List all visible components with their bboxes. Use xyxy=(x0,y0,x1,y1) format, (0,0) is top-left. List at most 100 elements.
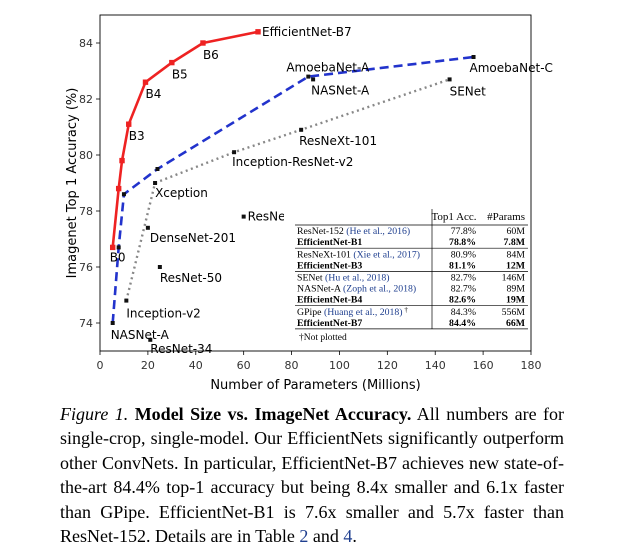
table-model: ResNet-152 (He et al., 2016) xyxy=(297,226,410,237)
comparison-table: Top1 Acc. #Params ResNet-152 (He et al., 2… xyxy=(284,208,530,348)
x-tick-label: 180 xyxy=(521,359,542,372)
efficientnet-point xyxy=(126,121,132,127)
model-point xyxy=(124,298,129,303)
model-point xyxy=(471,55,476,59)
caption-label: Figure 1. xyxy=(60,404,129,424)
model-point xyxy=(241,214,246,219)
table-ref-4[interactable]: 4 xyxy=(343,526,353,547)
efficientnet-point xyxy=(109,244,116,251)
table-acc: 82.6% xyxy=(449,295,476,306)
table-params: 66M xyxy=(506,318,525,329)
table-params: 146M xyxy=(502,273,526,284)
point-label: B6 xyxy=(203,48,219,62)
point-label: ResNet-34 xyxy=(150,342,212,356)
x-tick-label: 160 xyxy=(473,359,494,372)
table-acc: 80.9% xyxy=(451,249,476,260)
model-point xyxy=(110,321,115,325)
model-point xyxy=(311,77,316,82)
efficientnet-point xyxy=(255,29,261,35)
point-label: B4 xyxy=(145,87,161,101)
table-model: NASNet-A (Zoph et al., 2018) xyxy=(297,284,416,295)
model-point xyxy=(299,127,304,132)
plot-frame xyxy=(99,14,532,352)
y-tick-label: 78 xyxy=(79,205,93,218)
model-point xyxy=(121,192,126,197)
table-acc: 84.4% xyxy=(449,318,476,329)
efficientnet-point xyxy=(200,40,206,46)
model-point xyxy=(155,167,160,171)
table-bg xyxy=(284,208,530,348)
point-label: Xception xyxy=(155,186,208,200)
table-acc: 77.8% xyxy=(451,226,476,237)
table-params: 89M xyxy=(506,284,525,295)
series-layer xyxy=(109,29,476,342)
table-params: 556M xyxy=(502,307,526,318)
table-model: EfficientNet-B7 xyxy=(297,318,362,329)
point-label: NASNet-A xyxy=(311,83,370,97)
point-label: DenseNet-201 xyxy=(150,231,236,245)
model-point xyxy=(447,77,452,82)
point-label: Inception-v2 xyxy=(126,307,200,321)
axes: 0 20 40 60 80 100 120 140 160 180 74 76 78 80 82 84 Numb… xyxy=(65,14,542,393)
table-params: 84M xyxy=(506,249,525,260)
table-acc: 84.3% xyxy=(451,307,476,318)
table-model: ResNeXt-101 (Xie et al., 2017) xyxy=(297,249,420,260)
table-footnote: †Not plotted xyxy=(299,333,347,343)
table-model: GPipe (Huang et al., 2018) † xyxy=(297,306,408,318)
model-point xyxy=(306,74,311,79)
x-tick-label: 100 xyxy=(329,359,350,372)
table-model: EfficientNet-B3 xyxy=(297,260,362,271)
x-tick-label: 60 xyxy=(237,359,251,372)
y-tick-label: 74 xyxy=(79,317,93,330)
series-line-nas-based xyxy=(111,55,474,324)
table-acc: 81.1% xyxy=(449,260,476,271)
point-label: AmoebaNet-C xyxy=(470,61,553,75)
y-tick-label: 84 xyxy=(79,37,93,50)
y-axis-label: Imagenet Top 1 Accuracy (%) xyxy=(65,88,80,279)
point-labels: B0 B3 B4 B5 B6 EfficientNet-B7 NASNet-A AmoebaN… xyxy=(110,25,553,356)
efficientnet-point xyxy=(142,79,149,85)
figure-caption: Figure 1. Model Size vs. ImageNet Accura… xyxy=(60,402,564,548)
model-point xyxy=(148,337,153,342)
caption-title: Model Size vs. ImageNet Accuracy. xyxy=(134,404,412,424)
efficientnet-accuracy-chart: 0 20 40 60 80 100 120 140 160 180 74 76 78 80 82 84 Numb… xyxy=(65,14,553,393)
point-label: B5 xyxy=(172,68,188,82)
caption-conj: and xyxy=(312,526,339,547)
table-acc: 78.8% xyxy=(449,237,476,248)
table-params: 12M xyxy=(506,260,525,271)
x-tick-label: 140 xyxy=(425,359,446,372)
table-acc: 82.7% xyxy=(451,273,476,284)
caption-body: All numbers are for single-crop, single-… xyxy=(60,404,565,547)
table-model: EfficientNet-B1 xyxy=(297,237,362,248)
point-label: ResNeXt-101 xyxy=(299,134,377,148)
model-point xyxy=(116,245,121,250)
table-model: SENet (Hu et al., 2018) xyxy=(297,273,390,284)
x-tick-label: 40 xyxy=(189,359,203,372)
caption-end: . xyxy=(352,526,357,547)
table-params: 7.8M xyxy=(504,237,526,248)
table-params: 19M xyxy=(506,295,525,306)
point-label: SENet xyxy=(450,84,487,98)
model-point xyxy=(232,150,237,155)
y-tick-label: 80 xyxy=(79,149,93,162)
x-tick-label: 0 xyxy=(97,359,104,372)
table-header: #Params xyxy=(487,211,525,223)
point-label: AmoebaNet-A xyxy=(286,61,370,75)
efficientnet-point xyxy=(115,185,122,192)
table-ref-2[interactable]: 2 xyxy=(299,526,309,547)
series-line-efficientnet xyxy=(111,30,259,248)
y-tick-label: 76 xyxy=(79,261,93,274)
model-point xyxy=(157,265,162,269)
model-point xyxy=(153,181,158,185)
point-label: NASNet-A xyxy=(111,328,170,342)
table-acc: 82.7% xyxy=(451,284,476,295)
table-header: Top1 Acc. xyxy=(431,211,476,223)
y-tick-label: 82 xyxy=(79,93,93,106)
table-model: EfficientNet-B4 xyxy=(297,295,362,306)
x-tick-label: 80 xyxy=(285,359,299,372)
efficientnet-point xyxy=(119,157,125,164)
x-axis-label: Number of Parameters (Millions) xyxy=(210,378,420,393)
point-label: ResNet-50 xyxy=(160,271,222,285)
point-label: B3 xyxy=(129,129,145,143)
point-label: Inception-ResNet-v2 xyxy=(232,155,353,169)
